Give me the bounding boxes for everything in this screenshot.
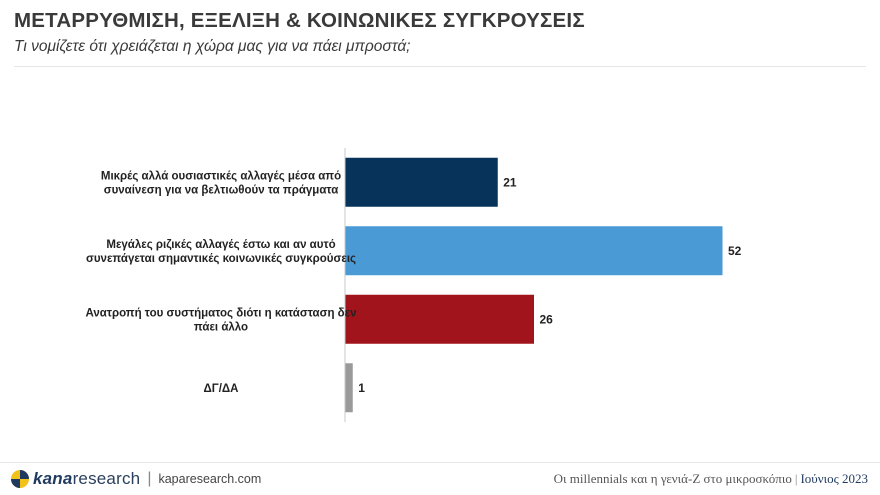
bar-1 xyxy=(345,157,498,207)
bar-chart: 21 Μικρές αλλά ουσιαστικές αλλαγές μέσα α… xyxy=(85,148,742,422)
website-link[interactable]: kaparesearch.com xyxy=(158,472,262,486)
bar-4 xyxy=(345,363,353,413)
kana-logo-icon xyxy=(11,470,29,488)
category-label-line: Ανατροπή του συστήματος διότι η κατάστασ… xyxy=(85,307,356,319)
report-pipe: | xyxy=(794,471,798,486)
value-label-4: 1 xyxy=(358,381,365,395)
category-label-1: Μικρές αλλά ουσιαστικές αλλαγές μέσα από… xyxy=(101,170,341,196)
category-label-line: συναίνεση για να βελτιωθούν τα πράγματα xyxy=(104,184,339,196)
footer-report: Οι millennials και η γενιά-Z στο μικροσκ… xyxy=(554,471,868,487)
category-label-line: πάει άλλο xyxy=(194,321,248,333)
category-label-2: Μεγάλες ριζικές αλλαγές έστω και αν αυτό… xyxy=(86,239,356,265)
value-label-1: 21 xyxy=(503,175,517,189)
header-divider xyxy=(14,66,866,67)
page-title: ΜΕΤΑΡΡΥΘΜΙΣΗ, ΕΞΕΛΙΞΗ & ΚΟΙΝΩΝΙΚΕΣ ΣΥΓΚΡ… xyxy=(14,9,585,32)
footer-separator: | xyxy=(147,470,152,487)
value-label-2: 52 xyxy=(728,244,742,258)
value-label-3: 26 xyxy=(540,312,554,326)
category-label-line: συνεπάγεται σημαντικές κοινωνικές συγκρο… xyxy=(86,253,356,265)
bar-3 xyxy=(345,294,534,344)
report-title: Οι millennials και η γενιά-Z στο μικροσκ… xyxy=(553,471,792,486)
category-label-line: Μεγάλες ριζικές αλλαγές έστω και αν αυτό xyxy=(106,239,335,251)
category-label-4: ΔΓ/ΔΑ xyxy=(204,383,239,395)
footer-brand: kanaresearch | kaparesearch.com xyxy=(10,469,261,489)
category-label-3: Ανατροπή του συστήματος διότι η κατάστασ… xyxy=(85,307,356,333)
category-label-line: Μικρές αλλά ουσιαστικές αλλαγές μέσα από xyxy=(101,170,341,182)
page-subtitle: Τι νομίζετε ότι χρειάζεται η χώρα μας γι… xyxy=(14,38,411,55)
bar-2 xyxy=(345,226,723,276)
report-date: Ιούνιος 2023 xyxy=(800,471,868,486)
brand-name: kanaresearch xyxy=(33,469,141,488)
category-label-line: ΔΓ/ΔΑ xyxy=(204,383,239,395)
footer-divider xyxy=(0,462,880,463)
